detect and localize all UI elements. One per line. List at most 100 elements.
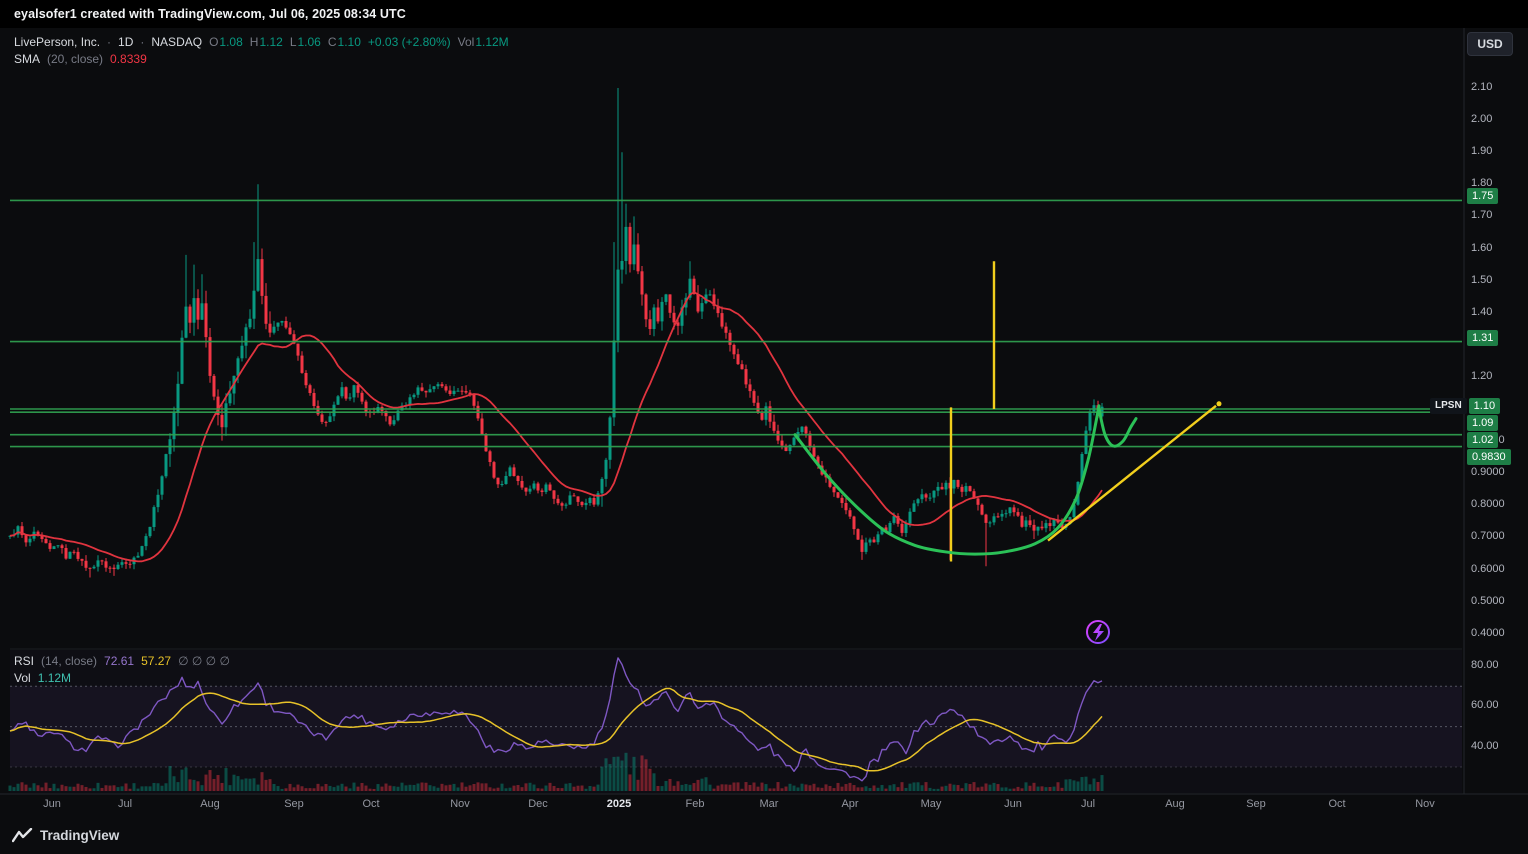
time-axis-label: Nov [1415,798,1435,810]
high-pair: H 1.12 [250,34,283,50]
close-value: 1.10 [337,35,361,49]
price-tick: 1.50 [1471,273,1493,286]
high-value: 1.12 [259,35,283,49]
price-level-badge: 1.75 [1467,188,1499,204]
price-level-badge: 1.31 [1467,330,1499,346]
time-axis-label: Feb [685,798,705,810]
volume-label: Vol [457,35,475,49]
footer-bar: TradingView [12,828,119,843]
rsi-tick: 60.00 [1471,699,1499,712]
volume-pair: Vol 1.12M [458,34,509,50]
time-axis-label: Apr [841,798,859,810]
time-axis-label: Oct [362,798,380,810]
time-axis-label: Mar [759,798,779,810]
time-axis-label: Aug [1165,798,1185,810]
symbol-price-label: LPSN 1.10 [1430,398,1501,414]
time-axis-label: Jul [117,798,133,810]
time-axis-label: Nov [450,798,470,810]
tradingview-brand-text[interactable]: TradingView [40,828,120,843]
time-axis-label: Oct [1328,798,1346,810]
time-axis-label: Jun [1004,798,1022,810]
yellow-drawings[interactable] [949,261,1222,562]
price-tick: 0.8000 [1471,498,1505,511]
time-axis-label: Sep [284,798,304,810]
price-level-badge: 1.02 [1467,432,1499,448]
low-label: L [289,35,297,49]
time-axis-label: Jun [43,798,61,810]
low-pair: L 1.06 [290,34,321,50]
timeframe-label[interactable]: 1D [118,35,134,49]
price-tick: 1.80 [1471,177,1493,190]
rsi-empty-slots: ∅ ∅ ∅ ∅ [178,654,230,668]
lightning-marker[interactable] [1086,620,1110,644]
tradingview-logo-icon[interactable] [12,828,33,843]
main-chart-legend: LivePerson, Inc. · 1D · NASDAQ O 1.08 H 1.… [14,34,509,68]
price-axis[interactable]: 2.102.001.901.801.701.601.501.401.201.00… [1430,0,1528,794]
price-tick: 0.5000 [1471,594,1505,607]
time-axis-label: Aug [200,798,220,810]
rsi-pane-legend: RSI (14, close) 72.61 57.27 ∅ ∅ ∅ ∅ Vol … [14,653,230,687]
rsi-params: (14, close) [41,654,98,668]
rsi-name[interactable]: RSI [14,654,35,668]
volume-bars [8,752,1104,791]
exchange-label: NASDAQ [151,35,203,49]
open-pair: O 1.08 [209,34,243,50]
sma-name[interactable]: SMA [14,52,41,66]
time-axis-label: Sep [1246,798,1266,810]
rsi-ma-line[interactable] [9,687,1103,772]
price-level-lines[interactable] [10,199,1462,448]
vol-study-label[interactable]: Vol [14,671,31,685]
price-level-badge: 0.9830 [1467,449,1511,465]
volume-legend-row: Vol 1.12M [14,670,230,686]
rsi-legend-row: RSI (14, close) 72.61 57.27 ∅ ∅ ∅ ∅ [14,653,230,669]
sma-legend-row: SMA (20, close) 0.8339 [14,51,509,67]
close-label: C [327,35,337,49]
price-tick: 0.7000 [1471,530,1505,543]
open-label: O [209,35,219,49]
close-pair: C 1.10 [328,34,361,50]
high-label: H [249,35,259,49]
time-axis-label: Dec [528,798,548,810]
vol-study-value: 1.12M [37,671,72,685]
ticker-pill: LPSN [1430,398,1467,414]
price-level-badge: 1.09 [1467,415,1499,431]
green-curve-drawing[interactable] [793,404,1138,556]
open-value: 1.08 [219,35,243,49]
time-axis-label: Jul [1080,798,1096,810]
attribution-bar: eyalsofer1 created with TradingView.com,… [0,0,1528,28]
rsi-ma-value: 57.27 [141,654,172,668]
change-value: +0.03 (+2.80%) [367,35,451,49]
price-tick: 1.40 [1471,305,1493,318]
price-tick: 1.90 [1471,145,1493,158]
legend-separator: · [107,35,112,49]
price-tick: 2.00 [1471,113,1493,126]
price-tick: 0.6000 [1471,562,1505,575]
candlestick-series [8,88,1104,578]
time-axis-label: May [920,798,942,810]
sma-line[interactable] [9,291,1103,563]
time-axis-label: 2025 [606,798,632,810]
price-tick: 1.20 [1471,369,1493,382]
price-tick: 2.10 [1471,81,1493,93]
time-axis[interactable]: Jun Jul Aug Sep Oct Nov Dec 2025 Feb Mar Apr May Jun… [0,794,1528,820]
sma-params: (20, close) [47,52,104,66]
price-tick: 0.9000 [1471,466,1505,479]
price-tick: 1.60 [1471,241,1493,254]
symbol-title[interactable]: LivePerson, Inc. [14,35,101,49]
rsi-pane-background [10,685,1462,768]
volume-value: 1.12M [475,35,509,49]
attribution-text: eyalsofer1 created with TradingView.com,… [14,7,406,21]
rsi-tick: 80.00 [1471,659,1499,671]
last-price-badge: 1.10 [1468,398,1501,414]
price-tick: 1.70 [1471,209,1493,222]
legend-separator: · [140,35,145,49]
rsi-tick: 40.00 [1471,739,1499,752]
currency-button[interactable]: USD [1467,32,1513,56]
price-tick: 0.4000 [1471,626,1505,639]
sma-value: 0.8339 [110,52,147,66]
low-value: 1.06 [297,35,321,49]
rsi-value: 72.61 [104,654,135,668]
symbol-legend-row: LivePerson, Inc. · 1D · NASDAQ O 1.08 H 1.… [14,34,509,50]
